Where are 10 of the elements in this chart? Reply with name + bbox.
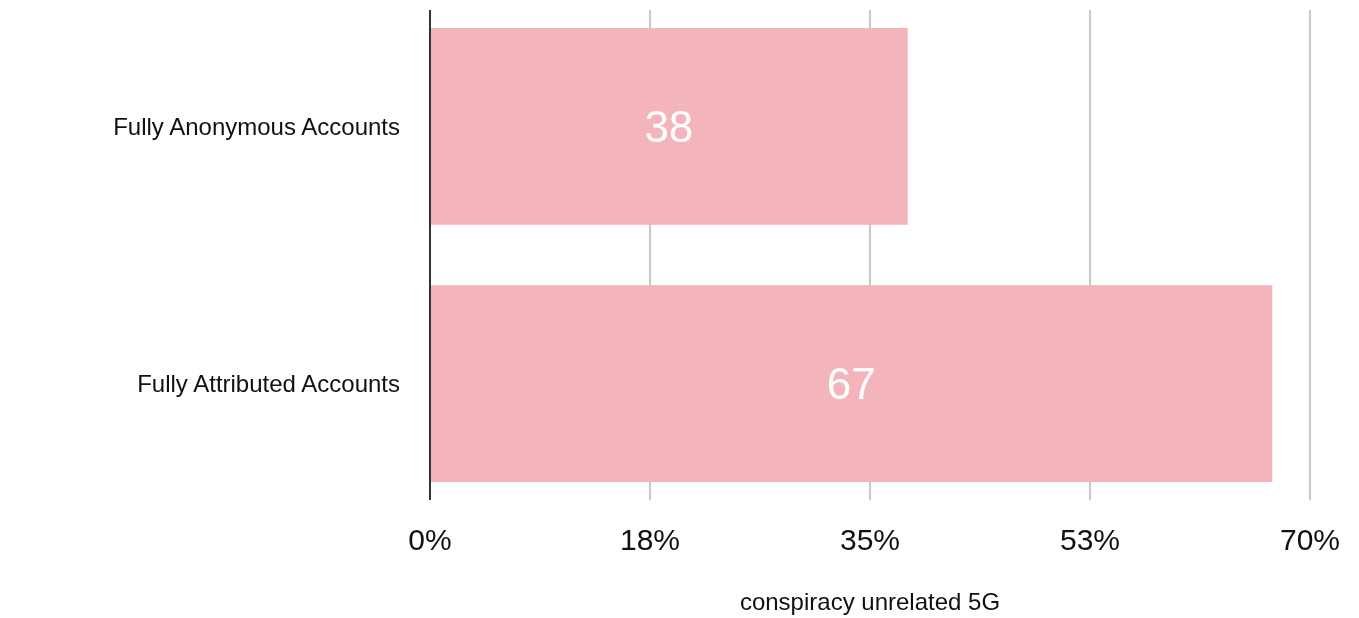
- x-tick-label: 35%: [839, 523, 901, 556]
- y-tick-label: Fully Attributed Accounts: [137, 370, 400, 398]
- x-tick-label: 0%: [408, 523, 452, 556]
- x-tick-label: 53%: [1059, 523, 1121, 556]
- x-axis-title: conspiracy unrelated 5G: [739, 588, 1001, 615]
- data-label: 38: [644, 101, 694, 151]
- x-tick-label: 70%: [1279, 523, 1341, 556]
- data-label: 67: [826, 359, 876, 409]
- x-tick-label: 18%: [619, 523, 681, 556]
- y-tick-label: Fully Anonymous Accounts: [113, 112, 400, 140]
